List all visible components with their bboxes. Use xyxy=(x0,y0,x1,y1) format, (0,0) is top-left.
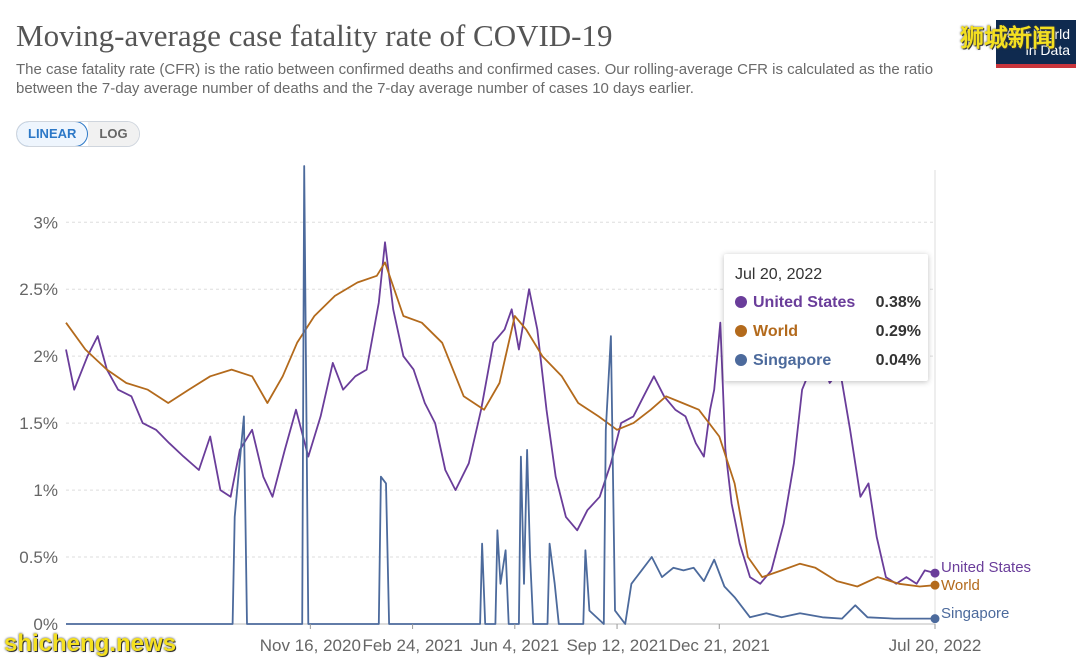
tooltip-value: 0.29% xyxy=(875,323,921,340)
watermark-top: 狮城新闻 xyxy=(960,25,1056,52)
tooltip-value: 0.04% xyxy=(875,352,921,369)
watermark-bottom: shicheng.news xyxy=(4,630,177,657)
log-scale-button[interactable]: LOG xyxy=(88,122,139,146)
united-states-end-marker xyxy=(930,568,940,578)
singapore-end-marker xyxy=(930,614,940,624)
chart-title: Moving-average case fatality rate of COV… xyxy=(16,18,613,53)
y-tick-label: 0% xyxy=(33,615,58,634)
tooltip-value: 0.38% xyxy=(875,294,921,311)
world-line xyxy=(65,261,936,588)
hover-tooltip: Jul 20, 2022 United States 0.38% World 0… xyxy=(724,254,928,381)
tooltip-row-singapore: Singapore 0.04% xyxy=(735,352,921,370)
tooltip-date: Jul 20, 2022 xyxy=(735,266,823,283)
x-tick-label: Jul 20, 2022 xyxy=(889,636,982,655)
united-states-end-label: United States xyxy=(941,559,1031,576)
tooltip-row-united-states: United States 0.38% xyxy=(735,294,921,312)
y-tick-label: 1.5% xyxy=(19,414,58,433)
scale-toggle: LINEAR LOG xyxy=(16,121,140,147)
singapore-line xyxy=(66,165,935,625)
logo-text: Our World in Data xyxy=(1006,26,1070,58)
united-states-line xyxy=(65,241,936,585)
tooltip-series-name: United States xyxy=(753,294,856,311)
our-world-in-data-logo[interactable]: Our World in Data xyxy=(996,20,1076,68)
line-chart[interactable]: 0%0.5%1%1.5%2%2.5%3% United StatesWorldS… xyxy=(0,160,1080,666)
y-tick-label: 1% xyxy=(33,481,58,500)
tooltip-row-world: World 0.29% xyxy=(735,323,921,341)
united-states-dot xyxy=(735,296,747,308)
x-tick-label: Nov 16, 2020 xyxy=(260,636,361,655)
world-end-marker xyxy=(930,580,940,590)
world-dot xyxy=(735,325,747,337)
singapore-end-label: Singapore xyxy=(941,605,1009,622)
linear-scale-button[interactable]: LINEAR xyxy=(16,122,89,146)
x-tick-label: Dec 21, 2021 xyxy=(669,636,770,655)
y-tick-label: 3% xyxy=(33,213,58,232)
tooltip-series-name: Singapore xyxy=(753,352,832,369)
logo-stripe xyxy=(996,64,1076,68)
y-tick-label: 0.5% xyxy=(19,548,58,567)
x-tick-label: Feb 24, 2021 xyxy=(362,636,462,655)
singapore-dot xyxy=(735,354,747,366)
y-tick-label: 2% xyxy=(33,347,58,366)
x-tick-label: Sep 12, 2021 xyxy=(566,636,667,655)
tooltip-series-name: World xyxy=(753,323,799,340)
world-end-label: World xyxy=(941,577,980,594)
x-tick-label: Jun 4, 2021 xyxy=(470,636,559,655)
chart-subtitle: The case fatality rate (CFR) is the rati… xyxy=(16,61,934,97)
y-tick-label: 2.5% xyxy=(19,280,58,299)
